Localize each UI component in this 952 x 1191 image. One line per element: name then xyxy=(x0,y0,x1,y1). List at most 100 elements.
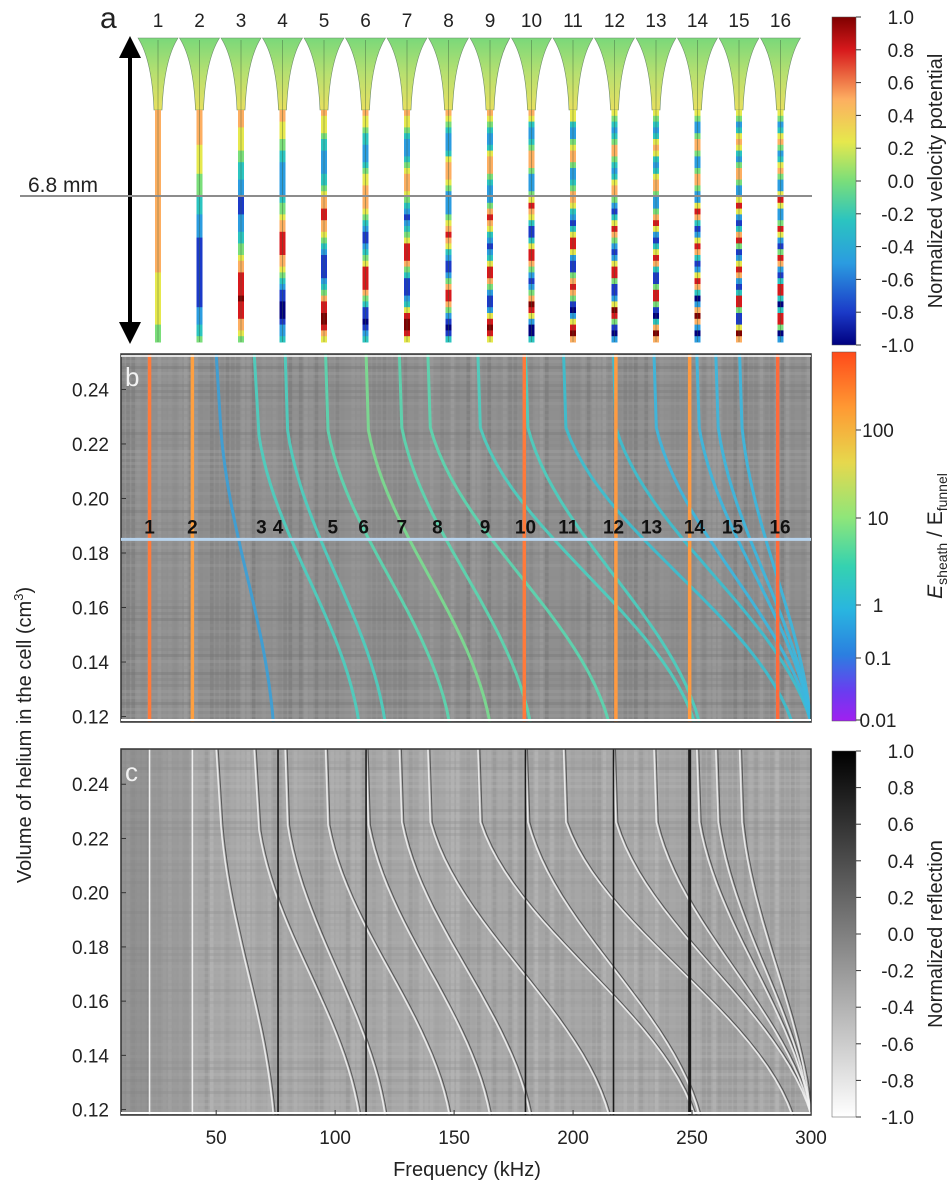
y-tick-label: 0.20 xyxy=(72,884,109,905)
mode-label: 2 xyxy=(187,517,198,538)
funnel-mode-3 xyxy=(220,37,262,343)
x-tick-label: 100 xyxy=(319,1128,351,1149)
colorbar-tick-label: 0.8 xyxy=(888,41,914,62)
y-tick-label: 0.24 xyxy=(72,380,109,401)
funnel-mode-16 xyxy=(759,37,802,343)
panel-c-letter: c xyxy=(125,757,138,787)
funnel-mode-12 xyxy=(593,37,636,343)
colorbar-velocity-potential: 1.0 0.8 0.6 0.4 0.2 0.0 -0.2 -0.4 -0.6 -0.8 -1.0 N… xyxy=(831,8,947,357)
mode-number: 1 xyxy=(153,11,164,32)
mode-label: 14 xyxy=(684,517,706,538)
mode-curve-b xyxy=(652,354,811,722)
colorbar-field-ratio: 100 10 1 0.1 0.01 Esheath / Efunnel xyxy=(831,351,950,732)
colorbar-tick-label: -0.4 xyxy=(881,238,914,259)
colorbar-tick-label: 1 xyxy=(873,596,884,617)
colorbar-tick-label: -0.2 xyxy=(881,205,914,226)
reflection-curve-light xyxy=(738,749,811,1115)
mode-curve-b xyxy=(476,354,696,722)
reflection-curve-light xyxy=(715,749,811,1115)
mode-curve-b xyxy=(562,354,794,722)
mode-curve-b xyxy=(695,354,811,722)
mode-label: 1 xyxy=(144,517,155,538)
y-tick-label: 0.16 xyxy=(72,992,109,1013)
colorbar-tick-label: 100 xyxy=(862,421,894,442)
colorbar-tick-label: -0.2 xyxy=(881,962,914,983)
panel-a-letter: a xyxy=(100,2,117,35)
x-axis-title: Frequency (kHz) xyxy=(393,1159,541,1181)
mode-curve-b xyxy=(714,354,811,722)
colorbar-tick-label: 0.4 xyxy=(888,106,915,127)
mode-number: 5 xyxy=(319,11,330,32)
mode-number: 2 xyxy=(194,11,205,32)
panel-a-velocity-potential: a 1 2 3 4 5 6 7 8 9 10 11 12 13 14 15 16 6.8 mm 1.00.80… xyxy=(20,2,947,357)
funnel-mode-15 xyxy=(718,37,760,343)
mode-number: 9 xyxy=(485,11,496,32)
mode-label: 8 xyxy=(432,517,443,538)
x-axis-ticks: 50 100 150 200 250 300 xyxy=(206,1110,827,1149)
mode-number: 8 xyxy=(443,11,454,32)
reflection-curve-dark xyxy=(429,749,612,1115)
x-tick-label: 300 xyxy=(795,1128,827,1149)
y-tick-label: 0.14 xyxy=(72,653,109,674)
funnel-mode-4 xyxy=(261,37,304,343)
y-tick-label: 0.18 xyxy=(72,938,109,959)
reflection-curve-dark xyxy=(255,749,362,1115)
reflection-curve-dark xyxy=(527,749,702,1115)
colorbar-tick-label: -1.0 xyxy=(881,336,914,357)
mode-curve-b xyxy=(252,354,361,722)
y-tick-label: 0.24 xyxy=(72,775,109,796)
mode-number: 4 xyxy=(277,11,288,32)
x-tick-label: 50 xyxy=(206,1128,227,1149)
colorbar-tick-label: 10 xyxy=(867,509,888,530)
reflection-curve-light xyxy=(696,749,811,1115)
colorbar-tick-label: -0.6 xyxy=(881,270,914,291)
funnel-mode-7 xyxy=(386,37,428,343)
colorbar-tick-label: -0.8 xyxy=(881,1071,914,1092)
colorbar-tick-label: 1.0 xyxy=(888,8,914,29)
y-tick-label: 0.20 xyxy=(72,489,109,510)
funnel-mode-10 xyxy=(510,37,553,343)
panel-b-letter: b xyxy=(125,362,139,392)
colorbar-tick-label: 0.0 xyxy=(888,925,914,946)
y-axis-ticks-b: 0.12 0.14 0.16 0.18 0.20 0.22 0.24 xyxy=(72,380,126,729)
mode-label: 15 xyxy=(722,517,744,538)
reflection-curve-dark xyxy=(286,749,388,1115)
mode-label: 3 xyxy=(256,517,267,538)
y-tick-label: 0.14 xyxy=(72,1046,109,1067)
colorbar-tick-label: -0.8 xyxy=(881,303,914,324)
mode-number: 6 xyxy=(360,11,371,32)
panel-c-reflection-map: c 0.12 0.14 0.16 0.18 0.20 0.22 0.24 50 100 150 2… xyxy=(72,742,947,1149)
colorbar-tick-label: -0.4 xyxy=(881,998,914,1019)
mode-curve-b xyxy=(364,354,492,722)
reflection-curve-light xyxy=(324,749,451,1115)
reflection-curve-light xyxy=(612,749,811,1115)
reflection-curve-light xyxy=(253,749,360,1115)
mode-number: 7 xyxy=(402,11,413,32)
mode-curve-b xyxy=(426,354,611,722)
mode-label: 11 xyxy=(558,517,579,538)
funnel-mode-14 xyxy=(676,37,719,343)
colorbar-c-title: Normalized reflection xyxy=(925,840,947,1028)
reflection-curve-light xyxy=(524,749,700,1115)
mode-label: 5 xyxy=(327,517,338,538)
x-tick-label: 200 xyxy=(557,1128,589,1149)
mode-number: 16 xyxy=(770,11,791,32)
colorbar-tick-label: 0.0 xyxy=(888,172,914,193)
reflection-curve-dark xyxy=(655,749,811,1110)
colorbar-tick-label: 0.2 xyxy=(888,888,914,909)
colorbar-tick-label: 0.6 xyxy=(888,74,914,95)
reflection-curve-light xyxy=(477,749,696,1115)
funnel-mode-13 xyxy=(635,37,677,343)
mode-curve-b xyxy=(214,354,275,722)
mode-label: 13 xyxy=(641,517,662,538)
mode-number: 12 xyxy=(604,11,625,32)
funnel-mode-11 xyxy=(552,37,594,343)
reflection-curve-dark xyxy=(717,749,811,1106)
funnel-mode-shapes xyxy=(137,37,802,343)
mode-curve-b xyxy=(738,354,811,722)
funnel-mode-1 xyxy=(137,37,179,343)
colorbar-tick-label: 0.1 xyxy=(865,649,891,670)
colorbar-tick-label: 0.8 xyxy=(888,779,914,800)
colorbar-tick-label: -1.0 xyxy=(881,1108,914,1129)
